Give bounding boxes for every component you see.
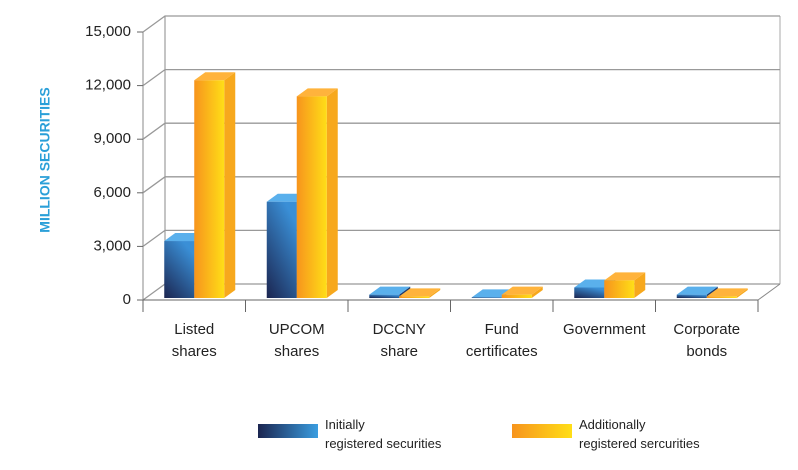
bar-top xyxy=(194,72,236,81)
x-tick-label-line: bonds xyxy=(686,343,727,360)
x-tick-label-line: share xyxy=(380,343,418,360)
legend-label-line: Additionally xyxy=(579,417,646,432)
bar xyxy=(266,201,297,298)
bar-top xyxy=(706,288,748,297)
legend-swatch xyxy=(258,424,318,438)
x-tick-label-line: shares xyxy=(274,343,319,360)
legend-label: Additionally registered sercurities xyxy=(579,417,700,451)
y-tick-label: 0 xyxy=(123,291,131,308)
x-tick-label-line: shares xyxy=(172,343,217,360)
y-tick-label: 6,000 xyxy=(93,184,131,201)
bar xyxy=(574,287,605,298)
bar xyxy=(369,294,400,298)
x-tick-label-line: Government xyxy=(563,321,646,338)
x-tick-label: Government xyxy=(563,321,646,338)
bar xyxy=(164,241,195,298)
bar xyxy=(676,294,707,298)
bar-side xyxy=(224,72,236,299)
bar-side xyxy=(736,288,748,298)
bar-top xyxy=(369,286,411,295)
y-tick-label: 12,000 xyxy=(85,77,131,94)
grid-line xyxy=(142,15,780,33)
bar xyxy=(706,296,737,298)
bar-side xyxy=(634,272,646,298)
legend-label-line: registered securities xyxy=(325,436,442,451)
bar-top xyxy=(296,88,338,97)
x-tick-label: Fund certificates xyxy=(466,321,538,360)
x-tick-label-line: Corporate xyxy=(673,321,740,338)
x-tick-label: Corporate bonds xyxy=(673,321,740,360)
x-tick-label-line: Fund xyxy=(485,321,519,338)
x-tick-label-line: Listed xyxy=(174,321,214,338)
x-tick-label-line: certificates xyxy=(466,343,538,360)
y-axis-label: MILLION SECURITIES xyxy=(37,87,53,232)
floor-edge xyxy=(757,283,781,301)
bar-side xyxy=(429,288,441,298)
y-tick-label: 15,000 xyxy=(85,23,131,40)
bar xyxy=(296,96,327,298)
bar xyxy=(194,80,225,299)
bar-side xyxy=(326,88,338,298)
legend-swatch xyxy=(512,424,572,438)
bar xyxy=(399,296,430,298)
y-tick-label: 3,000 xyxy=(93,237,131,254)
legend-label-line: Initially xyxy=(325,417,365,432)
bar xyxy=(471,297,502,298)
grid-line xyxy=(142,176,780,194)
grid-line xyxy=(142,122,780,140)
bar-side xyxy=(531,286,543,298)
x-tick-label-line: UPCOM xyxy=(269,321,325,338)
bar-top xyxy=(399,288,441,297)
x-tick-label: Listed shares xyxy=(172,321,217,360)
legend-label-line: registered sercurities xyxy=(579,436,700,451)
x-tick-label: DCCNY share xyxy=(373,321,426,360)
x-tick-label: UPCOM shares xyxy=(269,321,325,360)
bar xyxy=(604,280,635,298)
bar-top xyxy=(676,286,718,295)
y-tick-label: 9,000 xyxy=(93,130,131,147)
bar-top xyxy=(604,272,646,281)
legend-label: Initially registered securities xyxy=(325,417,442,451)
x-tick-label-line: DCCNY xyxy=(373,321,426,338)
bar-top xyxy=(501,286,543,295)
grid-line xyxy=(142,229,780,247)
grid-line xyxy=(142,68,780,87)
bar xyxy=(501,294,532,298)
